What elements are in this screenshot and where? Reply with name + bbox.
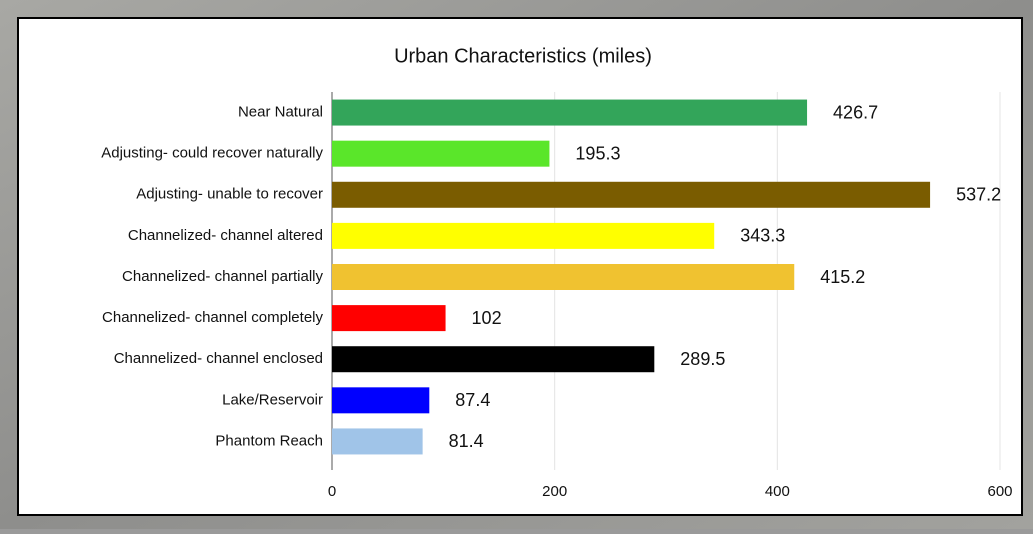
value-label: 195.3: [575, 143, 620, 163]
bar: [332, 264, 795, 290]
value-label: 81.4: [449, 431, 484, 451]
chart-title: Urban Characteristics (miles): [394, 45, 652, 67]
value-label: 537.2: [956, 185, 1001, 205]
y-tick-label: Adjusting- could recover naturally: [101, 145, 323, 162]
bar: [332, 346, 655, 373]
value-label: 87.4: [455, 390, 490, 410]
bar: [332, 181, 931, 208]
y-tick-label: Adjusting- unable to recover: [136, 186, 323, 203]
y-tick-label: Lake/Reservoir: [222, 391, 323, 408]
x-tick-label: 600: [987, 483, 1012, 500]
value-label: 426.7: [833, 102, 878, 122]
y-tick-label: Phantom Reach: [215, 432, 323, 449]
value-label: 415.2: [820, 267, 865, 287]
bar: [332, 99, 808, 126]
bar: [332, 222, 715, 249]
bar: [332, 140, 550, 167]
value-label: 102: [472, 308, 502, 328]
x-tick-label: 400: [765, 483, 790, 500]
y-tick-label: Channelized- channel completely: [102, 309, 323, 326]
x-tick-label: 200: [542, 483, 567, 500]
bar: [332, 387, 430, 414]
y-tick-label: Channelized- channel partially: [122, 268, 323, 285]
value-label: 343.3: [740, 226, 785, 246]
bar: [332, 305, 446, 332]
y-tick-label: Channelized- channel altered: [128, 227, 323, 244]
x-tick-label: 0: [328, 483, 336, 500]
bar: [332, 428, 423, 455]
y-tick-label: Channelized- channel enclosed: [114, 350, 323, 367]
value-label: 289.5: [680, 349, 725, 369]
y-tick-label: Near Natural: [238, 104, 323, 121]
